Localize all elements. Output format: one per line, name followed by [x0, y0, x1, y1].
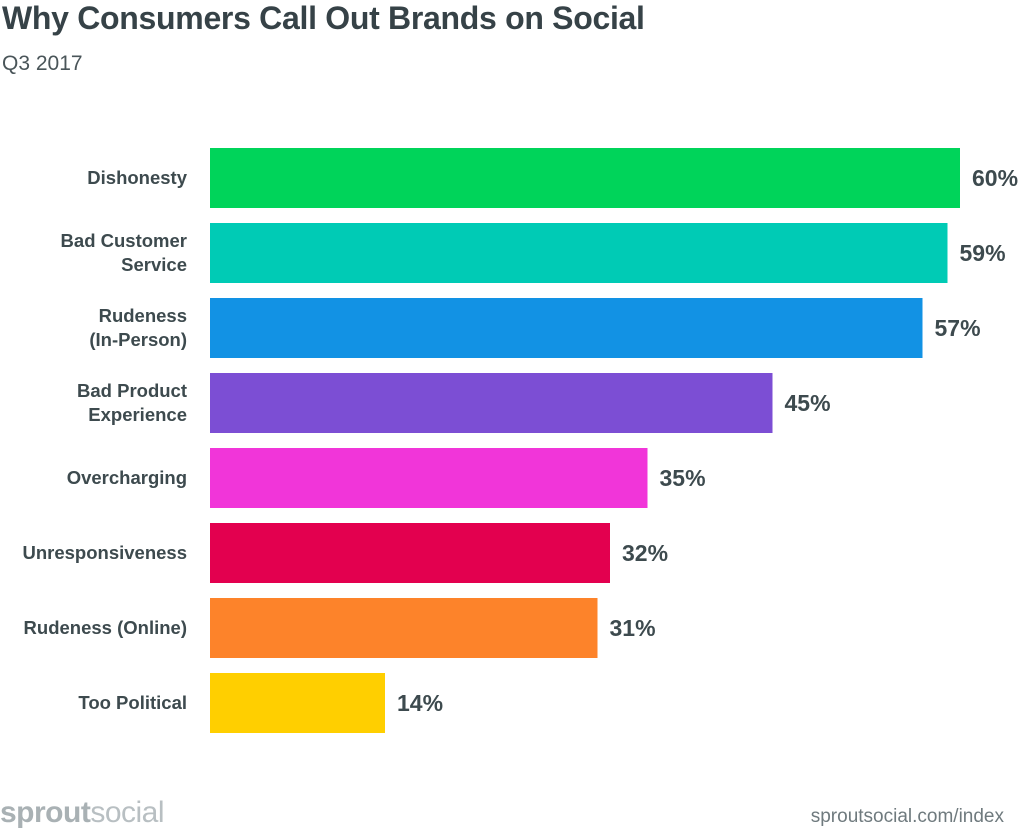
bar-6 [210, 598, 598, 658]
bar-7 [210, 673, 385, 733]
chart-subtitle: Q3 2017 [2, 52, 83, 75]
category-label-0: Dishonesty [87, 167, 187, 188]
bar-2 [210, 298, 923, 358]
category-label-3: Bad Product Experience [77, 380, 187, 425]
logo-light-text: social [90, 796, 165, 829]
bar-3 [210, 373, 773, 433]
bar-0 [210, 148, 960, 208]
category-label-2: Rudeness (In-Person) [89, 305, 187, 350]
bar-5 [210, 523, 610, 583]
value-label-4: 35% [660, 465, 706, 491]
category-label-5: Unresponsiveness [22, 542, 187, 563]
category-label-1: Bad Customer Service [61, 230, 187, 275]
category-label-4: Overcharging [67, 467, 187, 488]
bar-1 [210, 223, 948, 283]
value-label-0: 60% [972, 165, 1018, 191]
value-label-5: 32% [622, 540, 668, 566]
logo-bold-text: sprout [0, 796, 91, 829]
value-label-7: 14% [397, 690, 443, 716]
value-label-1: 59% [960, 240, 1006, 266]
sproutsocial-logo: sproutsocial [0, 796, 165, 830]
category-label-6: Rudeness (Online) [24, 617, 187, 638]
bar-chart: 60% Dishonesty 59% Bad Customer Service 57% Ru… [22, 148, 1018, 733]
chart-title: Why Consumers Call Out Brands on Social [2, 0, 645, 36]
value-label-3: 45% [785, 390, 831, 416]
value-label-6: 31% [610, 615, 656, 641]
source-url: sproutsocial.com/index [810, 806, 1004, 827]
category-label-7: Too Political [78, 692, 187, 713]
value-label-2: 57% [935, 315, 981, 341]
bar-4 [210, 448, 648, 508]
